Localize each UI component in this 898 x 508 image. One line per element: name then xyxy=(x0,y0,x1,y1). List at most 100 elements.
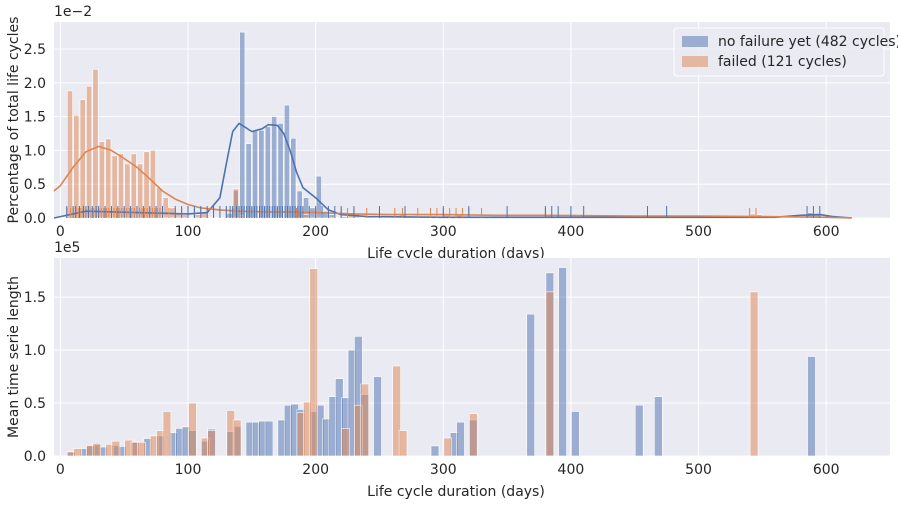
bar-no-failure xyxy=(373,376,382,457)
bar-failed xyxy=(143,151,150,219)
x-tick-label: 0 xyxy=(56,462,65,478)
bar-no-failure xyxy=(807,356,816,457)
y-tick-label: 1.0 xyxy=(24,143,46,159)
bar-no-failure xyxy=(341,216,348,219)
x-tick-label: 400 xyxy=(558,224,585,240)
bar-failed xyxy=(137,163,144,219)
bar-no-failure xyxy=(258,129,265,219)
x-tick-label: 0 xyxy=(56,224,65,240)
y-tick-label: 0.0 xyxy=(24,449,46,465)
bar-no-failure xyxy=(558,267,567,457)
bar-failed xyxy=(194,214,201,219)
bar-failed xyxy=(181,214,188,219)
bar-failed xyxy=(73,448,82,457)
x-tick-label: 400 xyxy=(558,462,585,478)
bar-failed xyxy=(98,141,105,219)
top-histogram-panel: 0 100 200 300 400 500 600 0.0 0.5 1.0 1.5 2.0 2.5 1e… xyxy=(6,4,898,262)
y-tick-label: 0.0 xyxy=(24,211,46,227)
legend-label-no-failure: no failure yet (482 cycles) xyxy=(718,34,898,50)
bar-no-failure xyxy=(277,123,284,219)
x-tick-label: 100 xyxy=(175,462,202,478)
bar-no-failure xyxy=(264,126,271,219)
bottom-x-axis-label: Life cycle duration (days) xyxy=(367,484,545,500)
bar-no-failure xyxy=(315,175,322,219)
x-tick-label: 300 xyxy=(430,224,457,240)
bar-no-failure xyxy=(207,217,214,219)
y-tick-label: 2.5 xyxy=(24,42,46,58)
bar-failed xyxy=(341,428,350,457)
bar-failed xyxy=(92,69,99,219)
bar-failed xyxy=(111,440,121,457)
bar-no-failure xyxy=(334,217,341,219)
bar-no-failure xyxy=(60,217,67,219)
bar-failed xyxy=(232,188,239,219)
bottom-y-axis-label: Mean time serie length xyxy=(6,276,22,438)
x-tick-label: 200 xyxy=(302,462,329,478)
bar-no-failure xyxy=(252,129,259,219)
legend-swatch-failed xyxy=(682,56,708,67)
legend-label-failed: failed (121 cycles) xyxy=(718,54,847,70)
kde-curve-failed xyxy=(53,145,852,219)
bar-no-failure xyxy=(654,396,663,457)
x-tick-label: 600 xyxy=(813,462,840,478)
y-tick-label: 0.5 xyxy=(24,396,46,412)
bar-no-failure xyxy=(188,217,195,219)
x-tick-label: 500 xyxy=(685,224,712,240)
top-rug-ticks xyxy=(66,206,821,218)
x-tick-label: 500 xyxy=(685,462,712,478)
bar-failed xyxy=(303,214,310,219)
y-tick-label: 0.5 xyxy=(24,177,46,193)
bar-failed xyxy=(188,402,197,457)
bar-failed xyxy=(124,163,131,219)
bottom-bars xyxy=(66,267,816,457)
bottom-bar-panel: 0 100 200 300 400 500 600 0.0 0.5 1.0 1.5 1e5 Mean… xyxy=(6,240,890,500)
bar-no-failure xyxy=(271,116,278,219)
y-tick-label: 1.5 xyxy=(24,290,46,306)
bar-failed xyxy=(309,268,319,457)
bar-failed xyxy=(392,365,401,457)
bar-failed xyxy=(398,430,408,457)
bottom-offset-text: 1e5 xyxy=(54,240,80,256)
bar-failed xyxy=(92,442,102,457)
y-tick-label: 2.0 xyxy=(24,76,46,92)
legend-swatch-no-failure xyxy=(682,36,708,47)
bar-failed xyxy=(118,153,124,219)
top-offset-text: 1e−2 xyxy=(54,4,92,20)
bar-failed xyxy=(545,291,555,457)
top-tick-labels: 0 100 200 300 400 500 600 0.0 0.5 1.0 1.5 2.0 2.5 xyxy=(24,42,840,240)
bar-no-failure xyxy=(213,217,220,219)
bottom-tick-labels: 0 100 200 300 400 500 600 0.0 0.5 1.0 1.5 xyxy=(24,290,840,478)
legend: no failure yet (482 cycles) failed (121 … xyxy=(673,27,898,77)
bar-failed xyxy=(162,197,169,219)
y-tick-label: 1.0 xyxy=(24,343,46,359)
bar-no-failure xyxy=(430,445,440,457)
bar-no-failure xyxy=(220,217,227,219)
kde-curve-no-failure xyxy=(53,122,852,219)
bar-failed xyxy=(105,138,112,219)
y-tick-label: 1.5 xyxy=(24,110,46,126)
bar-failed xyxy=(360,383,370,457)
bar-no-failure xyxy=(328,214,335,219)
bar-failed xyxy=(749,291,759,457)
bar-no-failure xyxy=(571,411,580,457)
top-y-axis-label: Percentage of total life cycles xyxy=(6,17,22,224)
bar-failed xyxy=(130,153,137,219)
top-kde-curves xyxy=(53,122,852,219)
bar-failed xyxy=(137,441,146,457)
bar-failed xyxy=(469,413,478,457)
x-tick-label: 300 xyxy=(430,462,457,478)
bar-failed xyxy=(111,155,118,219)
bar-no-failure xyxy=(634,404,644,457)
bar-no-failure xyxy=(245,143,252,219)
bar-no-failure xyxy=(456,421,465,457)
x-tick-label: 200 xyxy=(302,224,329,240)
legend-frame xyxy=(673,27,885,77)
bar-failed xyxy=(232,419,242,457)
bar-failed xyxy=(66,90,73,219)
bar-no-failure xyxy=(283,104,290,219)
bar-failed xyxy=(443,437,453,457)
top-histogram-bars xyxy=(60,31,820,219)
bar-no-failure xyxy=(226,212,233,219)
